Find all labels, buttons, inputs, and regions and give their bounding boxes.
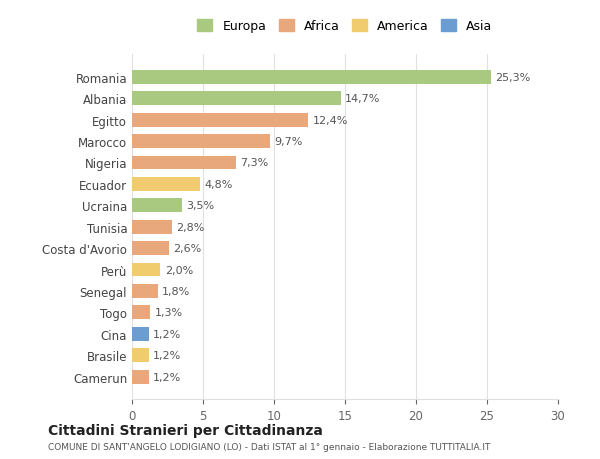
Text: 1,2%: 1,2%: [154, 372, 182, 382]
Text: 3,5%: 3,5%: [186, 201, 214, 211]
Text: 1,2%: 1,2%: [154, 329, 182, 339]
Bar: [132, 263, 160, 277]
Text: 25,3%: 25,3%: [496, 73, 531, 83]
Bar: [132, 135, 270, 149]
Bar: [132, 370, 149, 384]
Bar: [132, 327, 149, 341]
Bar: [132, 199, 182, 213]
Text: 7,3%: 7,3%: [240, 158, 268, 168]
Text: 1,3%: 1,3%: [155, 308, 183, 318]
Bar: [132, 241, 169, 256]
Bar: [132, 284, 158, 298]
Legend: Europa, Africa, America, Asia: Europa, Africa, America, Asia: [194, 17, 496, 37]
Text: 14,7%: 14,7%: [345, 94, 380, 104]
Bar: [132, 220, 172, 234]
Text: 1,2%: 1,2%: [154, 350, 182, 360]
Bar: [132, 178, 200, 191]
Text: 1,8%: 1,8%: [162, 286, 190, 296]
Text: 2,0%: 2,0%: [164, 265, 193, 275]
Bar: [132, 348, 149, 362]
Text: Cittadini Stranieri per Cittadinanza: Cittadini Stranieri per Cittadinanza: [48, 423, 323, 437]
Bar: [132, 92, 341, 106]
Text: 9,7%: 9,7%: [274, 137, 302, 147]
Text: COMUNE DI SANT'ANGELO LODIGIANO (LO) - Dati ISTAT al 1° gennaio - Elaborazione T: COMUNE DI SANT'ANGELO LODIGIANO (LO) - D…: [48, 442, 490, 451]
Bar: [132, 71, 491, 84]
Bar: [132, 113, 308, 127]
Text: 4,8%: 4,8%: [205, 179, 233, 190]
Text: 2,6%: 2,6%: [173, 244, 202, 253]
Bar: [132, 306, 151, 319]
Bar: [132, 156, 236, 170]
Text: 2,8%: 2,8%: [176, 222, 205, 232]
Text: 12,4%: 12,4%: [313, 115, 348, 125]
